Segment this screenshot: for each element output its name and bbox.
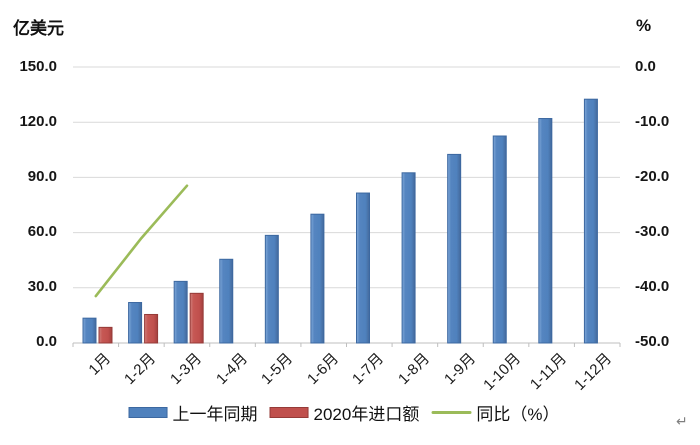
return-mark: ↵ <box>676 413 688 429</box>
bar-prev-year-period <box>173 280 188 344</box>
right-tick-label: -40.0 <box>635 278 670 295</box>
bar-prev-year-period <box>310 213 325 344</box>
bar-2020-imports <box>144 313 159 344</box>
legend-item-yoy: 同比（%） <box>431 400 559 425</box>
bar-prev-year-period <box>492 135 507 344</box>
bar-prev-year-period <box>538 118 553 344</box>
legend-label: 2020年进口额 <box>313 405 420 424</box>
legend-swatch-red <box>269 407 309 418</box>
legend-line-swatch-green <box>431 411 472 414</box>
right-tick-label: -30.0 <box>635 223 670 240</box>
bar-prev-year-period <box>356 192 370 344</box>
bar-2020-imports <box>189 292 204 344</box>
bar-prev-year-period <box>219 258 234 344</box>
right-tick-label: -50.0 <box>635 333 670 350</box>
right-axis-title: % <box>636 16 652 35</box>
legend-label: 上一年同期 <box>172 405 258 424</box>
right-tick-label: -20.0 <box>635 168 670 185</box>
left-tick-label: 30.0 <box>27 278 57 295</box>
right-tick-label: -10.0 <box>635 113 670 130</box>
bar-prev-year-period <box>583 98 598 344</box>
legend-item-prev-year: 上一年同期 <box>128 400 258 425</box>
left-tick-label: 150.0 <box>19 58 57 75</box>
right-tick-label: 0.0 <box>635 58 656 75</box>
bar-prev-year-period <box>128 302 143 344</box>
left-tick-label: 60.0 <box>27 223 57 240</box>
bar-prev-year-period <box>447 153 462 344</box>
left-tick-label: 90.0 <box>27 168 57 185</box>
left-tick-label: 0.0 <box>36 333 57 350</box>
yoy-line <box>94 184 189 298</box>
chart-legend: 上一年同期 2020年进口额 同比（%） <box>128 400 559 425</box>
left-tick-label: 120.0 <box>19 113 57 130</box>
legend-item-2020: 2020年进口额 <box>269 400 420 425</box>
legend-label: 同比（%） <box>476 405 560 424</box>
bar-2020-imports <box>98 326 113 344</box>
bar-prev-year-period <box>82 317 97 344</box>
left-axis-title: 亿美元 <box>13 19 64 38</box>
bar-prev-year-period <box>264 234 279 344</box>
legend-swatch-blue <box>128 407 168 418</box>
bar-prev-year-period <box>401 172 416 344</box>
